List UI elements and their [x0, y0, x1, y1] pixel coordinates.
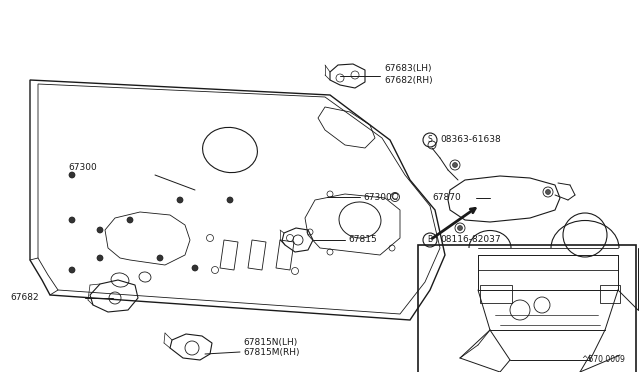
Circle shape	[227, 197, 233, 203]
Circle shape	[177, 197, 183, 203]
Circle shape	[458, 225, 463, 231]
Text: 67870: 67870	[432, 193, 461, 202]
Circle shape	[157, 255, 163, 261]
Text: B: B	[428, 235, 433, 244]
Text: 67682: 67682	[10, 294, 38, 302]
Bar	[600, 285, 620, 303]
Circle shape	[69, 172, 75, 178]
Text: 67682(RH): 67682(RH)	[384, 76, 433, 84]
Text: 08116-82037: 08116-82037	[440, 235, 500, 244]
Circle shape	[97, 255, 103, 261]
Circle shape	[192, 265, 198, 271]
Bar	[418, 245, 636, 372]
Circle shape	[452, 163, 458, 167]
Text: 08363-61638: 08363-61638	[440, 135, 500, 144]
Circle shape	[127, 217, 133, 223]
Circle shape	[545, 189, 550, 195]
Text: 67683(LH): 67683(LH)	[384, 64, 431, 74]
Text: 67815: 67815	[348, 235, 377, 244]
Text: ^670 0009: ^670 0009	[582, 355, 625, 364]
Text: 67300: 67300	[68, 164, 97, 173]
Bar	[480, 285, 512, 303]
Circle shape	[97, 227, 103, 233]
Text: 67815M(RH): 67815M(RH)	[243, 347, 300, 356]
Circle shape	[69, 217, 75, 223]
Text: 67815N(LH): 67815N(LH)	[243, 339, 297, 347]
Circle shape	[69, 267, 75, 273]
Text: S: S	[428, 135, 433, 144]
Text: 67300C: 67300C	[363, 192, 398, 202]
